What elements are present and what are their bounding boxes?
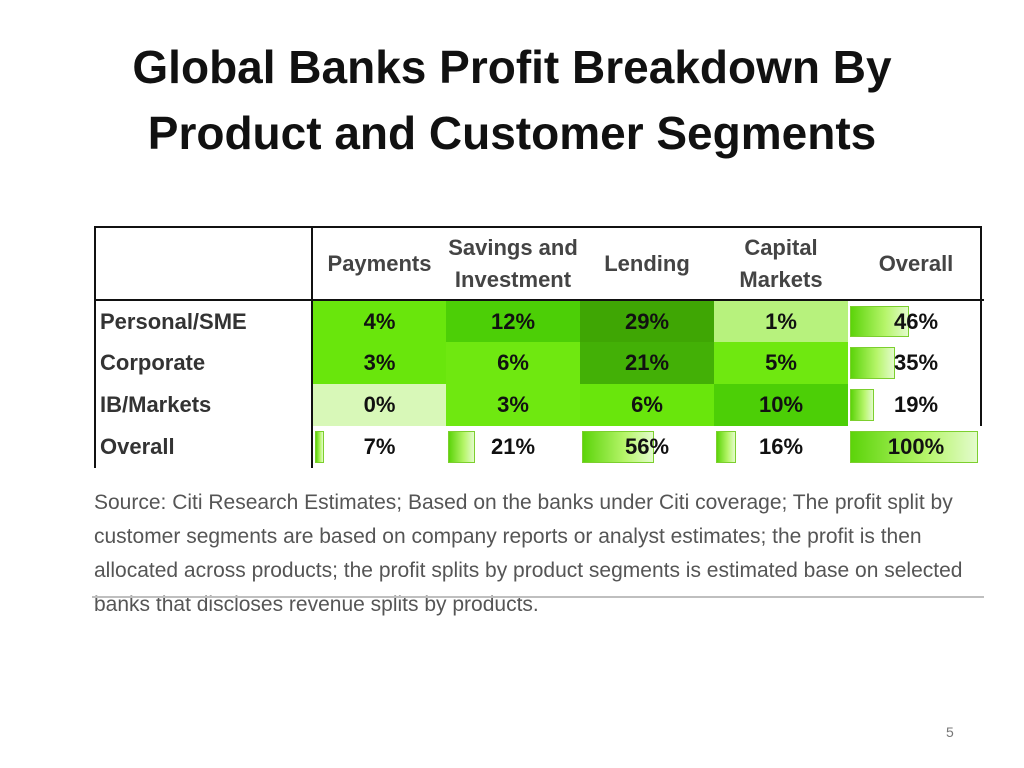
- table-cell-overall: 19%: [848, 384, 984, 426]
- table-cell-overall: 16%: [714, 426, 848, 468]
- source-note: Source: Citi Research Estimates; Based o…: [94, 491, 963, 616]
- row-label: Personal/SME: [96, 300, 313, 342]
- table-row-ib-markets: IB/Markets 0% 3% 6% 10% 19%: [96, 384, 984, 426]
- col-header-capital-markets: Capital Markets: [714, 228, 848, 301]
- profit-breakdown-table: Payments Savings and Investment Lending …: [94, 226, 984, 468]
- table-row-overall: Overall 7% 21% 56% 16%: [96, 426, 984, 468]
- table-row-personal-sme: Personal/SME 4% 12% 29% 1% 46%: [96, 300, 984, 342]
- row-label: Corporate: [96, 342, 313, 384]
- divider: [92, 596, 984, 598]
- table-cell-overall: 21%: [446, 426, 580, 468]
- data-bar: [850, 306, 909, 337]
- cell-value: 100%: [887, 434, 945, 459]
- table-cell-overall: 7%: [312, 426, 446, 468]
- table-cell: 21%: [580, 342, 714, 384]
- row-label: Overall: [96, 426, 313, 468]
- data-bar: [315, 431, 324, 463]
- page-number: 5: [946, 724, 954, 740]
- corner-cell: [96, 228, 313, 301]
- data-bar: [582, 431, 654, 463]
- cell-value: 19%: [893, 392, 939, 417]
- table-row-corporate: Corporate 3% 6% 21% 5% 35%: [96, 342, 984, 384]
- data-bar: [448, 431, 475, 463]
- cell-value: 21%: [490, 434, 536, 459]
- col-header-savings-investment: Savings and Investment: [446, 228, 580, 301]
- table-cell: 29%: [580, 300, 714, 342]
- data-bar: [850, 389, 875, 421]
- data-bar: [850, 347, 895, 379]
- table-cell: 3%: [446, 384, 580, 426]
- table-cell: 0%: [312, 384, 446, 426]
- cell-value: 7%: [363, 434, 396, 459]
- data-bar: [850, 431, 978, 463]
- table-cell-overall: 35%: [848, 342, 984, 384]
- header-row: Payments Savings and Investment Lending …: [96, 228, 984, 301]
- cell-value: 46%: [893, 308, 939, 334]
- table-cell: 12%: [446, 300, 580, 342]
- col-header-payments: Payments: [312, 228, 446, 301]
- table-cell-overall: 100%: [848, 426, 984, 468]
- table-cell: 5%: [714, 342, 848, 384]
- slide-title: Global Banks Profit Breakdown By Product…: [132, 41, 892, 159]
- table-cell-overall: 46%: [848, 300, 984, 342]
- table-cell: 6%: [446, 342, 580, 384]
- col-header-overall: Overall: [848, 228, 984, 301]
- table-cell: 3%: [312, 342, 446, 384]
- cell-value: 56%: [624, 434, 670, 459]
- table-cell: 1%: [714, 300, 848, 342]
- table-cell-overall: 56%: [580, 426, 714, 468]
- table-cell: 4%: [312, 300, 446, 342]
- col-header-lending: Lending: [580, 228, 714, 301]
- cell-value: 16%: [758, 434, 804, 459]
- row-label: IB/Markets: [96, 384, 313, 426]
- cell-value: 35%: [893, 350, 939, 375]
- table-cell: 6%: [580, 384, 714, 426]
- data-bar: [716, 431, 737, 463]
- table-cell: 10%: [714, 384, 848, 426]
